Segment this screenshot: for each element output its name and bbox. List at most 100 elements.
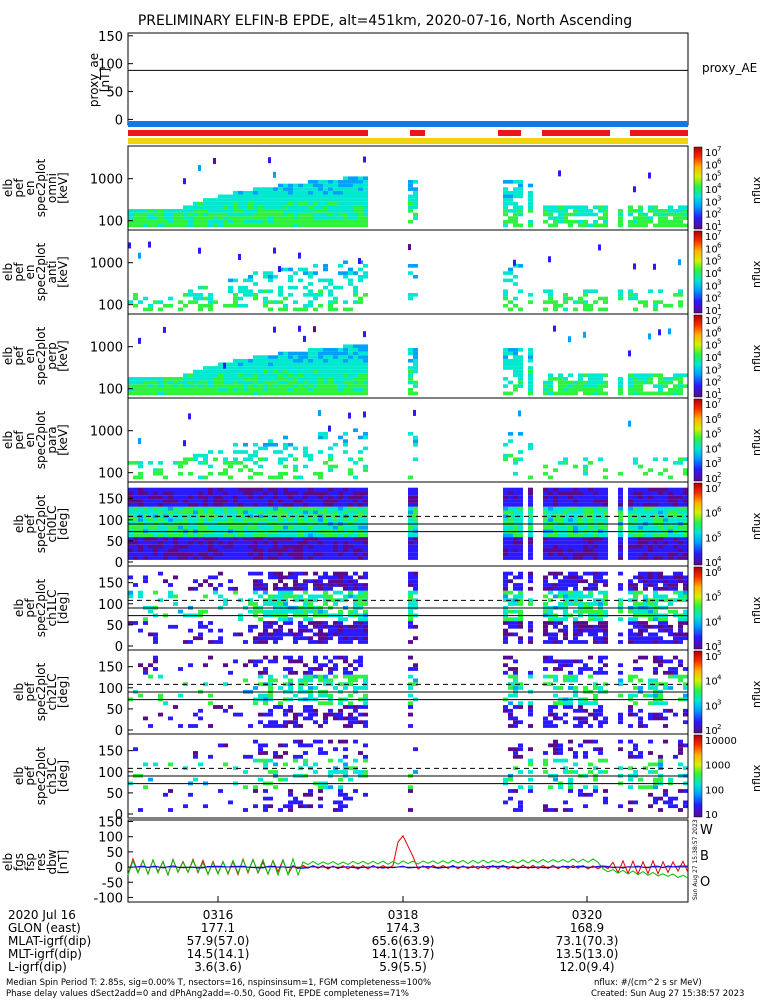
heatmap-cell [263,712,268,717]
heatmap-cell [128,537,133,541]
heatmap-cell [273,219,278,224]
heatmap-cell [513,495,518,500]
heatmap-cell [283,506,288,511]
heatmap-cell [198,453,203,458]
heatmap-cell [273,724,278,728]
heatmap-cell [323,264,328,268]
colorbar-label: 10 [705,232,718,243]
heatmap-cell [568,487,573,492]
heatmap-cell [548,514,553,519]
heatmap-cell [293,446,298,451]
heatmap-cell [643,628,648,633]
heatmap-cell [288,655,293,660]
heatmap-cell [563,624,568,629]
heatmap-cell [573,506,578,511]
heatmap-cell [168,583,173,587]
ylabel-line: elb [1,263,15,281]
heatmap-cell [163,303,168,308]
heatmap-cell [348,180,353,184]
tick-label: 50 [106,535,123,550]
heatmap-cell [288,518,293,522]
heatmap-cell [303,487,308,492]
heatmap-cell [293,636,298,641]
heatmap-cell [128,502,133,507]
heatmap-cell [408,183,413,188]
heatmap-cell [278,575,283,580]
heatmap-cell [213,510,218,515]
heatmap-cell [628,506,633,511]
heatmap-cell [283,617,288,622]
heatmap-cell [293,598,298,603]
heatmap-cell [518,514,523,519]
heatmap-cell [648,502,653,507]
heatmap-cell [353,586,358,591]
heatmap-cell [663,548,668,553]
heatmap-cell [548,525,553,530]
heatmap-cell [508,502,513,507]
ylabel-line: proxy_ae [87,53,101,107]
heatmap-cell [203,804,208,809]
heatmap-cell [578,205,583,210]
heatmap-cell [333,590,338,595]
heatmap-cell [663,491,668,496]
heatmap-cell [213,212,218,217]
heatmap-cell [528,548,533,553]
heatmap-cell [203,579,208,584]
heatmap-cell [588,387,593,392]
heatmap-cell [208,219,213,224]
heatmap-cell [288,491,293,496]
heatmap-cell [628,548,633,553]
heatmap-cell [143,518,148,522]
heatmap-cell [358,510,363,515]
heatmap-cell [298,552,303,557]
heatmap-cell [228,369,233,374]
heatmap-cell [313,632,318,637]
heatmap-cell [308,358,313,363]
heatmap-cell [653,391,658,396]
heatmap-cell [353,180,358,184]
heatmap-cell [653,640,658,644]
heatmap-cell [358,594,363,599]
heatmap-cell [618,583,623,587]
heatmap-cell [318,293,323,297]
heatmap-cell [313,586,318,591]
heatmap-cell [188,544,193,549]
heatmap-cell [663,506,668,511]
heatmap-cell [643,525,648,530]
heatmap-cell [588,499,593,503]
heatmap-cell [303,540,308,545]
heatmap-cell [313,525,318,530]
heatmap-cell [248,514,253,519]
colorbar-exponent: 7 [717,145,721,153]
heatmap-cell [408,180,413,184]
heatmap-cell [188,223,193,228]
heatmap-cell [333,358,338,363]
heatmap-cell [648,209,653,213]
heatmap-cell [293,724,298,728]
heatmap-cell [633,686,638,690]
heatmap-cell [168,594,173,599]
heatmap-cell [278,369,283,374]
heatmap-cell [278,506,283,511]
heatmap-cell [513,296,518,301]
heatmap-cell [318,355,323,359]
heatmap-cell [413,678,418,683]
heatmap-cell [413,544,418,549]
heatmap-cell [543,640,548,644]
heatmap-cell [578,548,583,553]
heatmap-cell [513,674,518,679]
heatmap-cell [353,369,358,374]
heatmap-cell [643,571,648,576]
heatmap-cell [158,548,163,553]
heatmap-cell [553,678,558,683]
heatmap-cell [168,377,173,381]
heatmap-cell [268,514,273,519]
heatmap-cell [583,387,588,392]
heatmap-cell [573,533,578,538]
heatmap-cell [653,307,658,312]
heatmap-cell [678,533,683,538]
heatmap-cell [333,624,338,629]
heatmap-cell [563,674,568,679]
heatmap-cell [503,586,508,591]
